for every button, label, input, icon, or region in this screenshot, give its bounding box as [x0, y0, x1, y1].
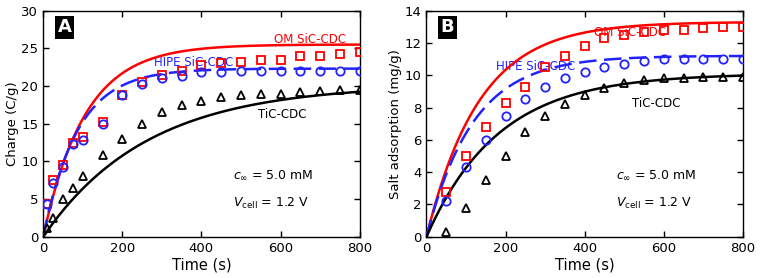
- Text: TiC-CDC: TiC-CDC: [258, 108, 307, 121]
- Text: $V_{\mathrm{cell}}$ = 1.2 V: $V_{\mathrm{cell}}$ = 1.2 V: [616, 196, 693, 211]
- Text: $V_{\mathrm{cell}}$ = 1.2 V: $V_{\mathrm{cell}}$ = 1.2 V: [233, 196, 309, 211]
- X-axis label: Time (s): Time (s): [555, 257, 614, 272]
- Text: OM SiC-CDC: OM SiC-CDC: [594, 26, 667, 39]
- X-axis label: Time (s): Time (s): [171, 257, 231, 272]
- Text: A: A: [57, 18, 72, 36]
- Text: HIPE SiC-CDC: HIPE SiC-CDC: [154, 56, 233, 69]
- Y-axis label: Charge (C/g): Charge (C/g): [5, 81, 18, 166]
- Text: $c_{\infty}$ = 5.0 mM: $c_{\infty}$ = 5.0 mM: [233, 169, 314, 182]
- Text: $c_{\infty}$ = 5.0 mM: $c_{\infty}$ = 5.0 mM: [616, 169, 697, 182]
- Text: TiC-CDC: TiC-CDC: [632, 96, 680, 110]
- Text: B: B: [441, 18, 454, 36]
- Text: HIPE SiC-CDC: HIPE SiC-CDC: [496, 60, 575, 73]
- Y-axis label: Salt adsorption (mg/g): Salt adsorption (mg/g): [389, 49, 402, 198]
- Text: OM SiC-CDC: OM SiC-CDC: [274, 33, 346, 46]
